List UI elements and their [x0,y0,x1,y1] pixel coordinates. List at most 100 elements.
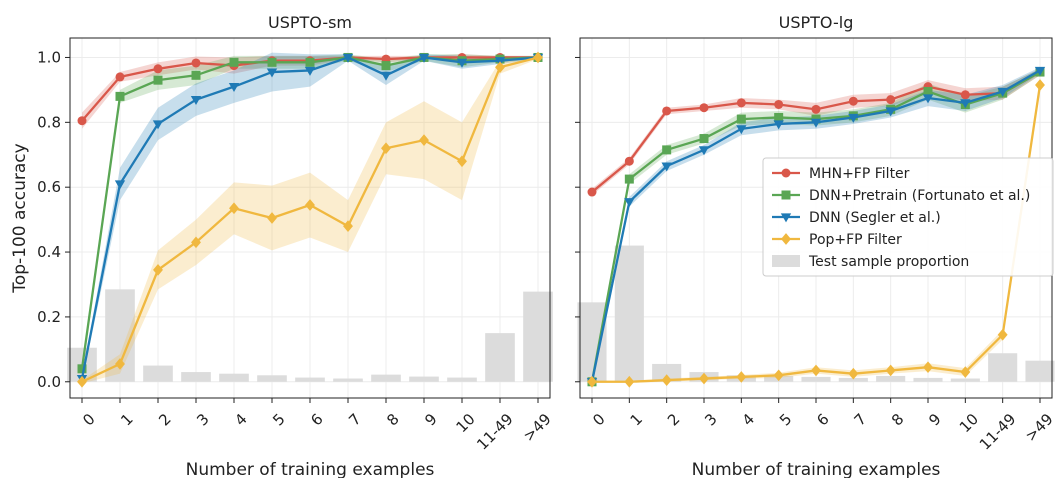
data-point [736,125,747,135]
data-point [1035,79,1045,91]
data-point [304,66,316,76]
data-point [886,95,896,105]
y-tick-label: 0.8 [37,113,61,131]
data-point [848,96,858,106]
data-point [495,61,505,74]
x-tick-label: 0 [79,410,98,429]
data-point [153,64,163,74]
legend-marker [780,213,792,223]
bar-test-proportion [652,363,682,382]
x-tick-label: 5 [269,410,288,429]
data-point [533,51,543,64]
data-point [305,57,315,67]
x-tick-label: 2 [155,410,174,429]
x-tick-label: 8 [888,410,907,429]
data-point [960,90,970,100]
data-point [624,198,635,208]
bar-test-proportion [988,353,1018,382]
data-point [229,202,239,215]
legend-label: DNN (Segler et al.) [809,210,941,226]
data-point [267,212,277,224]
legend-label: Test sample proportion [808,254,969,270]
bar-test-proportion [913,377,943,382]
data-point [997,87,1008,97]
data-point [587,375,597,388]
data-point [624,174,634,184]
data-point [810,118,822,128]
data-point [661,374,672,387]
data-point [774,112,784,122]
data-point [191,58,201,68]
data-point [266,68,278,78]
bar-test-proportion [295,377,325,382]
y-axis-label: Top-100 accuracy [10,143,30,293]
data-point [698,146,710,156]
data-point [960,366,971,378]
x-tick-label: 6 [813,410,832,429]
data-point [305,199,315,211]
x-tick-label: >49 [1022,410,1055,445]
data-point [811,104,821,114]
data-point [997,328,1008,341]
panel-title: USPTO-sm [268,13,352,32]
data-point [115,91,125,101]
data-point [773,369,784,382]
bar-test-proportion [181,372,211,382]
x-tick-label: 11-49 [473,410,517,454]
x-tick-label: 9 [925,410,944,429]
data-point [153,264,163,276]
data-point [699,134,709,144]
data-point [699,103,709,113]
legend-swatch [772,255,800,267]
bar-test-proportion [219,373,249,382]
data-point [587,187,597,197]
data-point [624,156,634,166]
data-point [343,220,353,232]
data-point [191,70,201,80]
x-tick-label: 6 [307,410,326,429]
data-point [191,236,201,249]
data-point [115,358,125,370]
x-tick-label: 1 [627,410,646,429]
data-point [228,83,240,93]
x-axis-label: Number of training examples [186,460,435,478]
data-point [624,375,635,388]
y-tick-label: 0.2 [37,308,61,326]
data-point [922,94,934,104]
y-tick-label: 0.0 [37,373,61,391]
x-tick-label: 5 [776,410,795,429]
bar-test-proportion [371,374,401,382]
x-tick-label: 8 [383,410,402,429]
data-point [923,361,933,374]
data-point [419,134,429,147]
x-axis-label: Number of training examples [692,460,941,478]
x-tick-label: 10 [956,410,982,436]
data-point [960,99,971,109]
data-point [190,96,202,106]
data-point [736,98,746,108]
x-tick-label: 4 [739,410,758,429]
bar-test-proportion [257,375,287,382]
data-point [736,114,746,124]
data-point [152,120,164,130]
legend-marker [781,233,791,245]
data-point [342,53,354,63]
bar-test-proportion [143,365,173,382]
bar-test-proportion [838,377,868,382]
data-point [456,58,468,68]
legend-label: MHN+FP Filter [809,166,910,182]
y-tick-label: 0.4 [37,243,61,261]
data-point [77,375,87,388]
error-band [592,68,1040,384]
x-tick-label: 10 [453,410,479,436]
bar-test-proportion [409,376,439,382]
bar-test-proportion [876,375,906,382]
x-tick-label: 1 [117,410,136,429]
bar-test-proportion [614,245,644,382]
x-tick-label: 11-49 [976,410,1020,454]
legend-marker [781,168,791,178]
bar-test-proportion [333,378,363,382]
legend-box [762,157,1054,277]
data-point [774,99,784,109]
